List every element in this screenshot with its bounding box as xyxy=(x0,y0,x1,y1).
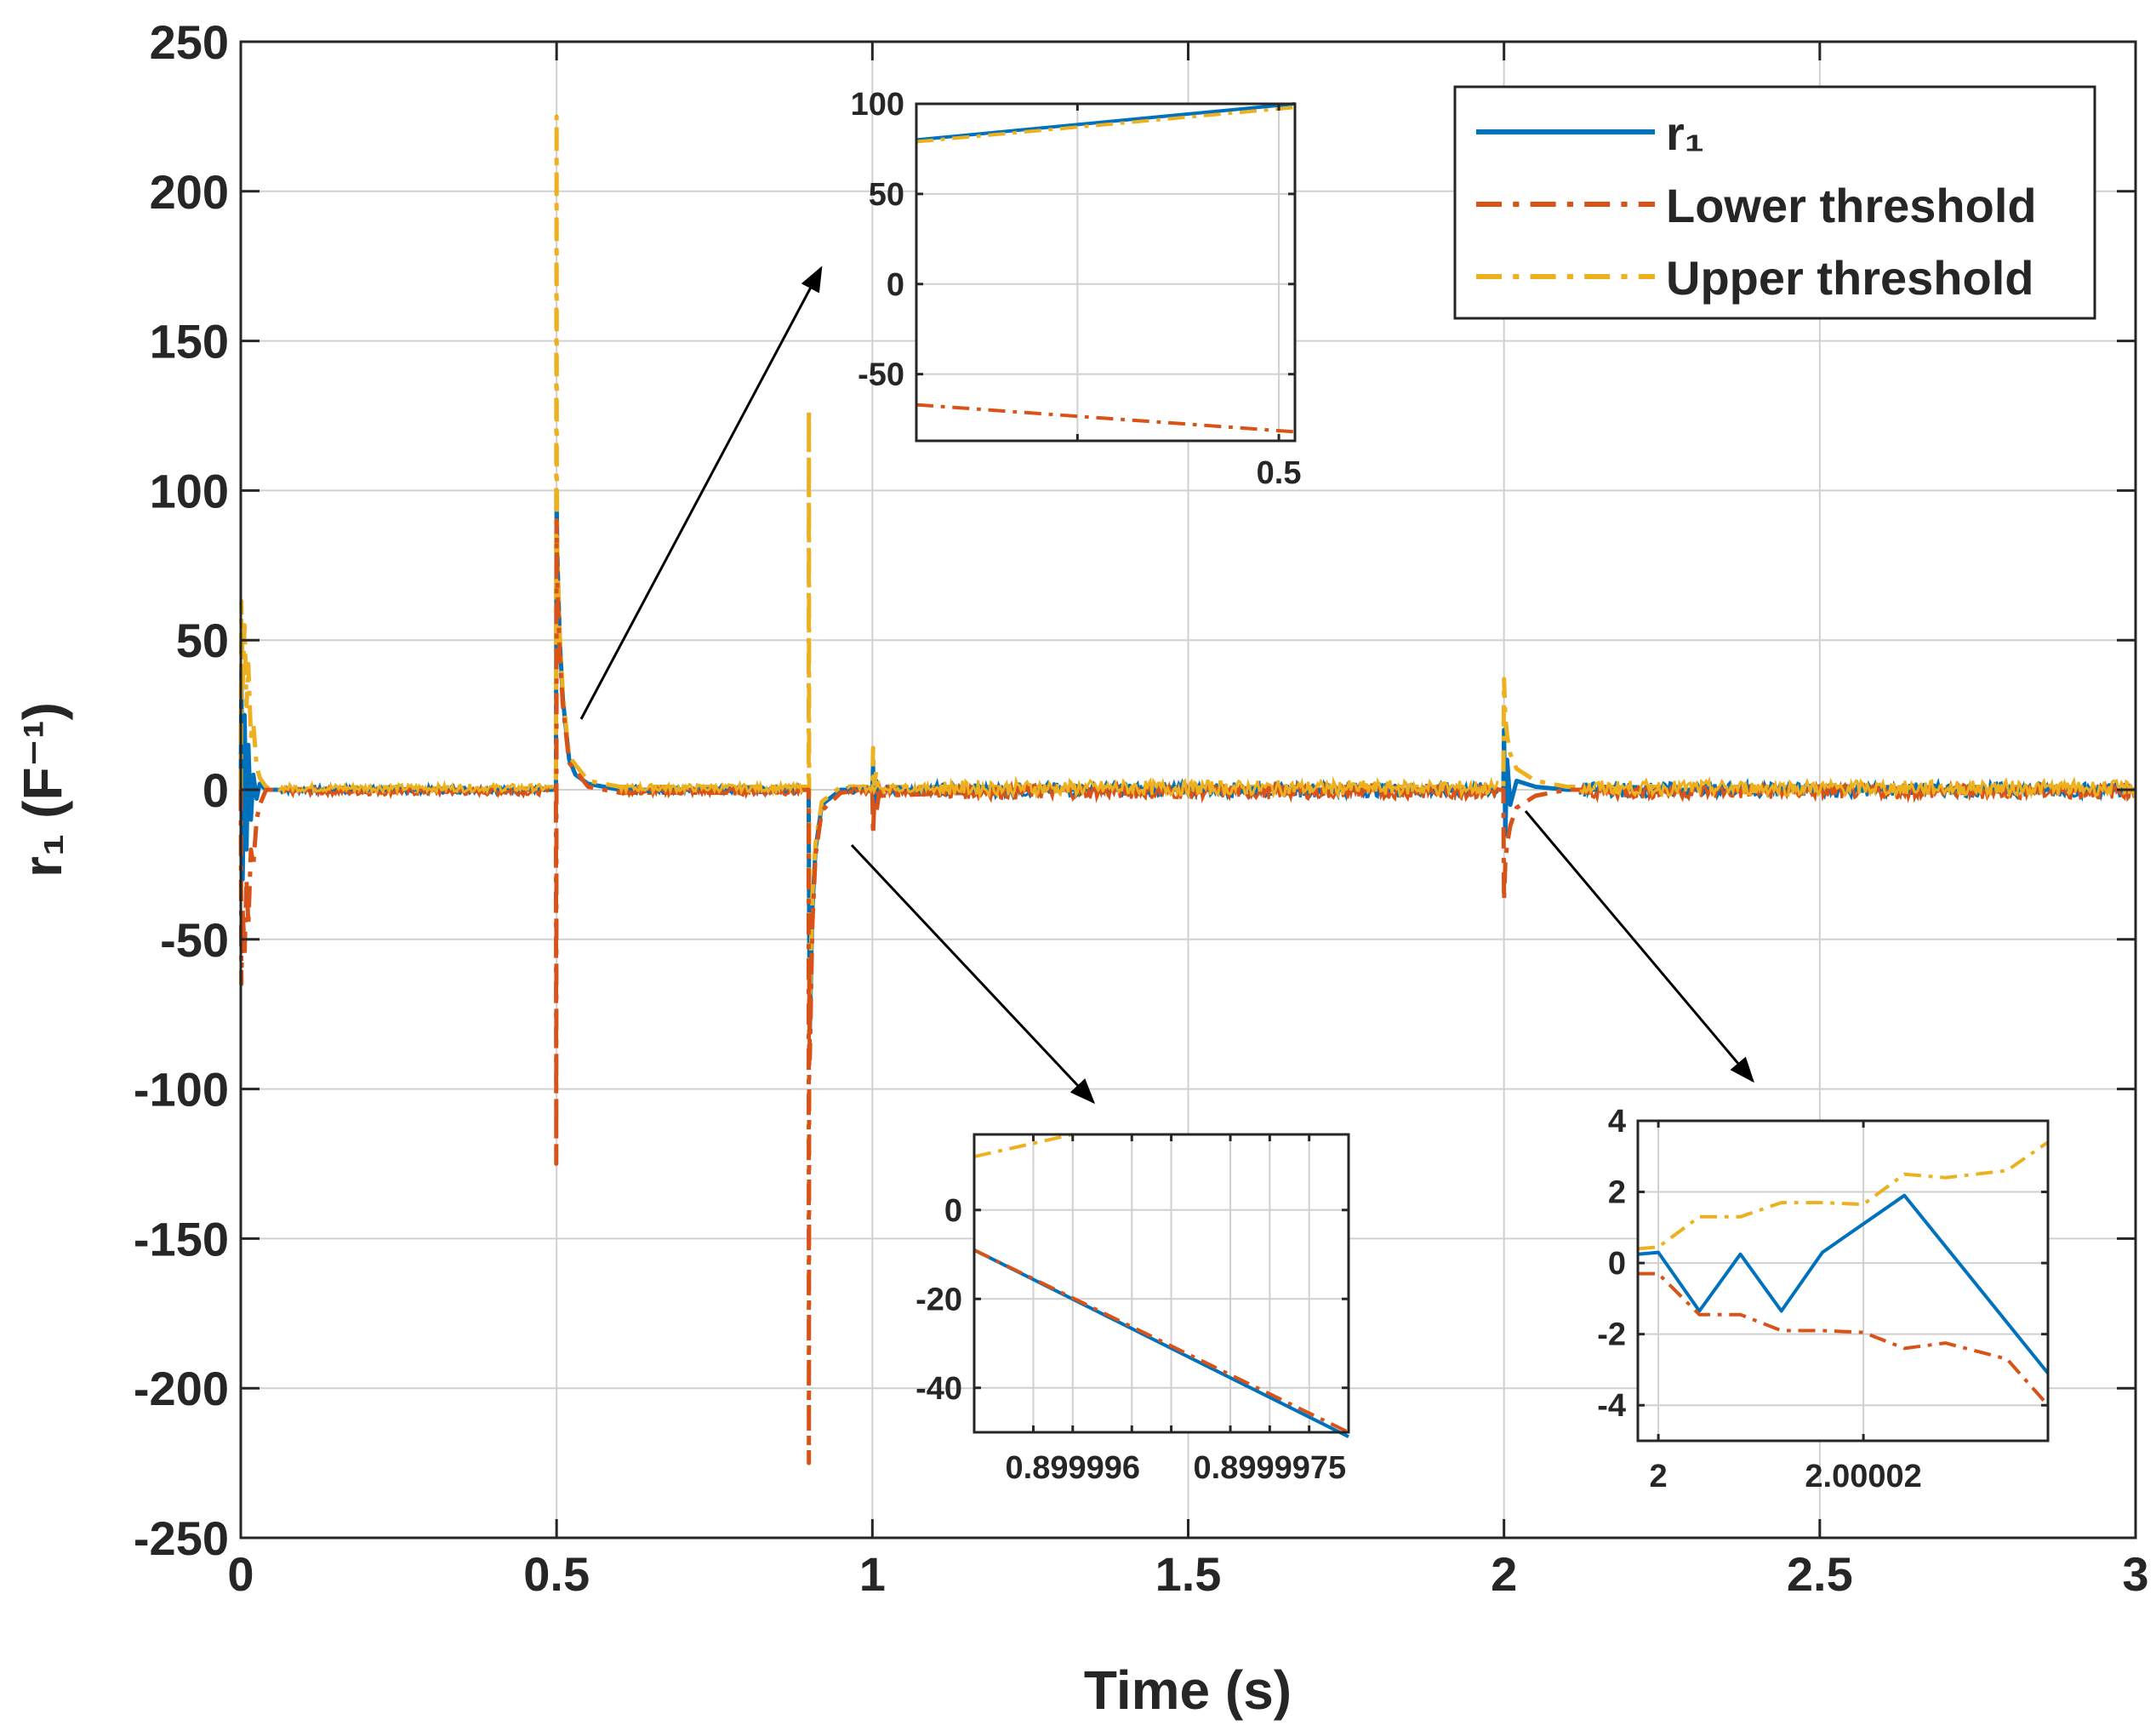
inset-frame xyxy=(972,1133,1350,1434)
series-line-lower-threshold xyxy=(1638,1271,2050,1407)
inset-frame xyxy=(1636,1119,2050,1442)
legend: r₁ Lower threshold Upper threshold xyxy=(1453,85,2096,320)
x-tick-label: 0 xyxy=(227,1547,254,1601)
inset-grid xyxy=(974,1134,1349,1432)
y-tick-label: -40 xyxy=(915,1371,962,1407)
inset-mid: 0.899996 0.8999975 -40 -20 0 xyxy=(915,1133,1350,1486)
y-tick-label: 250 xyxy=(150,15,229,69)
series-noise-ripple xyxy=(1579,775,2137,799)
x-tick-label: 2.00002 xyxy=(1805,1459,1921,1494)
x-tick-label: 3 xyxy=(2122,1547,2148,1601)
y-tick-label: 100 xyxy=(851,87,904,123)
legend-label-lower-threshold: Lower threshold xyxy=(1666,179,2037,232)
legend-label-upper-threshold: Upper threshold xyxy=(1666,251,2033,305)
y-tick-label: 0 xyxy=(944,1193,962,1229)
y-tick-label: 100 xyxy=(150,464,229,517)
inset-ticks: 2 2.00002 -4 -2 0 2 4 xyxy=(1597,1104,2048,1494)
x-tick-label: 2 xyxy=(1491,1547,1517,1601)
series-line-lower-threshold xyxy=(915,403,1296,434)
inset-ticks: 0.5 -50 0 50 100 xyxy=(851,87,1302,491)
y-tick-label: 50 xyxy=(869,177,904,213)
y-tick-label: -4 xyxy=(1597,1388,1626,1424)
y-tick-label: 200 xyxy=(150,165,229,219)
series-noise-ripple xyxy=(277,780,550,797)
y-tick-label: -2 xyxy=(1597,1317,1626,1353)
arrow-to-middle-inset xyxy=(850,843,1096,1105)
inset-background xyxy=(916,104,1295,441)
y-tick-label: 50 xyxy=(176,614,229,667)
y-tick-label: -100 xyxy=(134,1063,229,1117)
y-tick-label: -250 xyxy=(134,1511,229,1565)
y-tick-label: 4 xyxy=(1608,1104,1626,1140)
series-noise-ripple xyxy=(618,779,803,797)
inset-top: 0.5 -50 0 50 100 xyxy=(851,87,1302,491)
series-line-lower-threshold xyxy=(973,1248,1349,1434)
legend-box xyxy=(1453,85,2096,320)
series-line-upper-threshold xyxy=(915,106,1296,144)
series-line-lower-threshold xyxy=(238,518,2136,1465)
main-series-group xyxy=(238,114,2137,1465)
inset-right: 2 2.00002 -4 -2 0 2 4 xyxy=(1597,1104,2050,1494)
y-tick-label: -50 xyxy=(858,357,904,393)
x-axis-label: Time (s) xyxy=(1084,1660,1292,1721)
series-noise-ripple xyxy=(277,784,550,800)
series-line-upper-threshold xyxy=(238,114,2136,1002)
inset-frame xyxy=(915,102,1297,443)
y-axis-label: r₁ (F⁻¹) xyxy=(12,702,73,877)
y-tick-label: 2 xyxy=(1608,1175,1626,1211)
x-tick-label: 2.5 xyxy=(1787,1547,1853,1601)
inset-background xyxy=(974,1134,1349,1432)
inset-background xyxy=(1638,1121,2048,1441)
y-tick-label: -150 xyxy=(134,1212,229,1265)
y-tick-label: 0 xyxy=(887,267,904,303)
x-tick-label: 1.5 xyxy=(1155,1547,1222,1601)
x-tick-label: 1 xyxy=(859,1547,886,1601)
inset-series-group xyxy=(1637,1140,2050,1407)
x-tick-label: 0.8999975 xyxy=(1194,1450,1347,1486)
series-line-r1 xyxy=(973,1248,1349,1438)
y-tick-label: 0 xyxy=(1608,1246,1626,1282)
legend-label-r1: r₁ xyxy=(1666,106,1704,160)
inset-ticks: 0.899996 0.8999975 -40 -20 0 xyxy=(915,1134,1349,1486)
y-tick-label: -200 xyxy=(134,1362,229,1415)
x-tick-label: 0.5 xyxy=(1257,455,1302,491)
inset-series-group xyxy=(915,102,1296,434)
y-tick-label: 150 xyxy=(150,315,229,368)
inset-series-group xyxy=(973,1133,1349,1438)
y-tick-label: -20 xyxy=(915,1282,962,1317)
y-tick-label: -50 xyxy=(160,913,229,967)
main-ticks: 0 0.5 1 1.5 2 2.5 3-250-200-150-100-5005010015… xyxy=(134,15,2149,1601)
arrow-to-right-inset xyxy=(1524,810,1754,1083)
x-tick-label: 0.899996 xyxy=(1006,1450,1141,1486)
series-line-r1 xyxy=(915,102,1296,142)
arrow-to-top-inset xyxy=(579,266,823,720)
y-tick-label: 0 xyxy=(202,763,229,817)
series-line-upper-threshold xyxy=(973,1133,1074,1159)
x-tick-label: 0.5 xyxy=(523,1547,590,1601)
x-tick-label: 2 xyxy=(1650,1459,1668,1494)
series-line-r1 xyxy=(1637,1193,2050,1374)
series-line-upper-threshold xyxy=(1637,1140,2050,1251)
series-noise-ripple xyxy=(846,775,1499,801)
